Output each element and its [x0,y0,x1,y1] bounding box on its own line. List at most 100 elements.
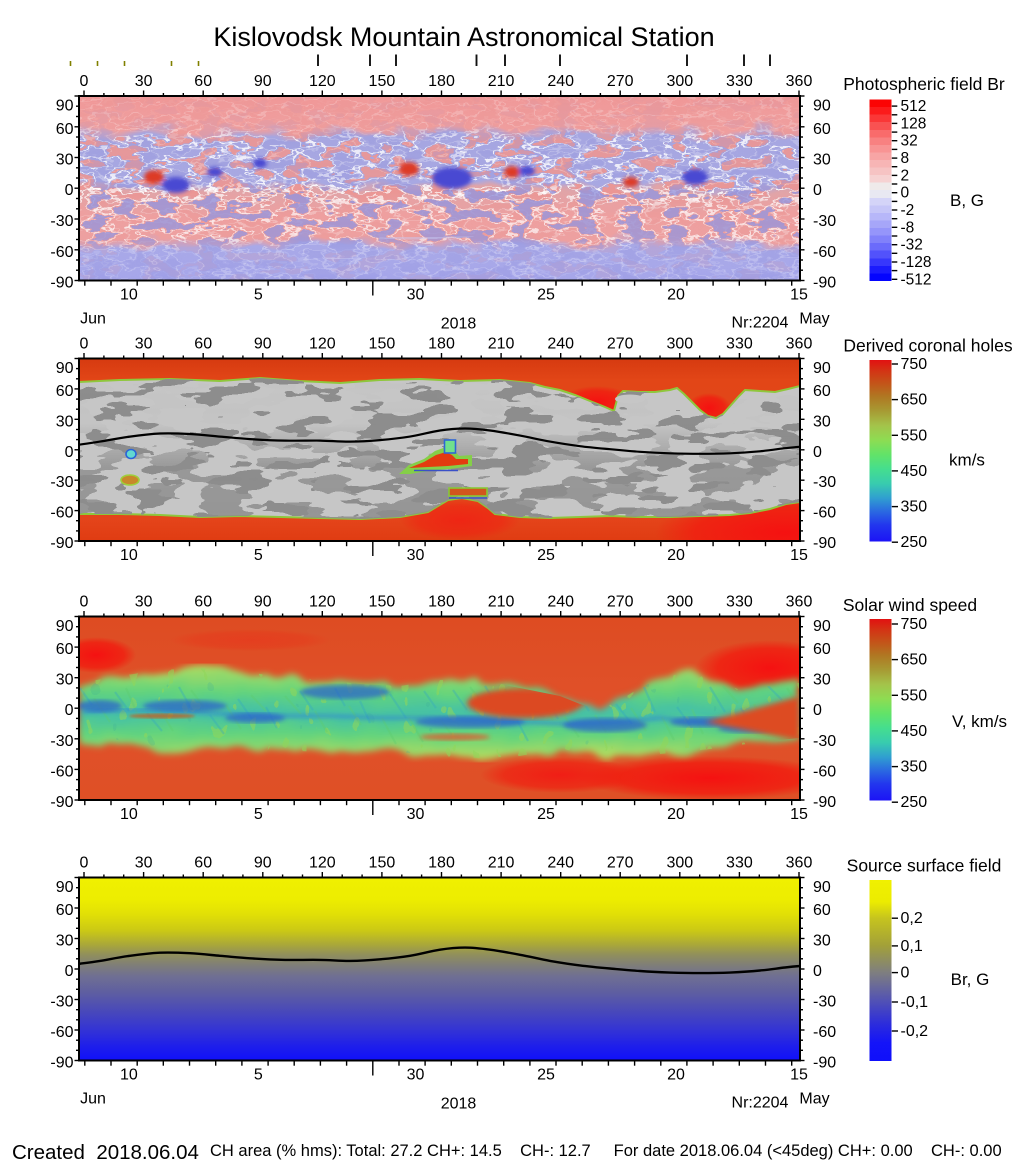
svg-text:5: 5 [254,286,263,303]
svg-text:20: 20 [667,1066,685,1083]
svg-text:5: 5 [254,806,263,823]
svg-text:60: 60 [813,902,831,919]
svg-text:360: 360 [786,73,813,90]
svg-text:90: 90 [813,879,831,896]
svg-text:-30: -30 [813,213,836,230]
svg-text:240: 240 [547,594,574,611]
svg-text:-30: -30 [50,733,73,750]
svg-text:-90: -90 [50,275,73,292]
svg-text:0: 0 [813,963,822,980]
svg-text:30: 30 [813,413,831,430]
svg-text:0: 0 [813,444,822,461]
svg-text:B, G: B, G [950,191,984,210]
svg-text:550: 550 [901,427,928,444]
svg-text:2018: 2018 [441,316,477,333]
svg-text:60: 60 [56,641,74,658]
svg-text:15: 15 [790,547,808,564]
svg-text:Source surface field: Source surface field [847,856,1002,876]
svg-text:Jun: Jun [80,1091,106,1108]
svg-text:330: 330 [726,594,753,611]
svg-text:-30: -30 [50,994,73,1011]
svg-text:20: 20 [667,806,685,823]
svg-text:180: 180 [428,855,455,872]
svg-text:-90: -90 [813,275,836,292]
svg-text:25: 25 [537,1066,555,1083]
svg-text:360: 360 [786,855,813,872]
svg-text:240: 240 [547,73,574,90]
svg-text:0: 0 [80,594,89,611]
svg-text:90: 90 [813,97,831,114]
svg-text:-30: -30 [813,994,836,1011]
svg-text:120: 120 [309,855,336,872]
svg-text:60: 60 [194,594,212,611]
svg-text:0: 0 [65,444,74,461]
svg-text:150: 150 [369,73,396,90]
svg-text:0: 0 [813,702,822,719]
svg-text:30: 30 [407,1066,425,1083]
svg-text:270: 270 [607,594,634,611]
svg-text:-30: -30 [50,213,73,230]
svg-text:Nr:2204: Nr:2204 [732,1095,789,1112]
svg-text:10: 10 [120,286,138,303]
svg-text:90: 90 [813,360,831,377]
svg-text:240: 240 [547,336,574,353]
svg-text:90: 90 [813,618,831,635]
svg-text:300: 300 [666,855,693,872]
svg-text:750: 750 [901,356,928,373]
svg-text:Nr:2204: Nr:2204 [732,315,789,332]
svg-text:60: 60 [194,336,212,353]
svg-text:10: 10 [120,806,138,823]
svg-text:20: 20 [667,547,685,564]
svg-text:30: 30 [135,855,153,872]
svg-text:Derived coronal holes: Derived coronal holes [843,336,1013,356]
svg-text:Kislovodsk Mountain Astronomic: Kislovodsk Mountain Astronomical Station [213,22,714,52]
svg-text:2018: 2018 [441,1096,477,1113]
svg-text:0: 0 [80,73,89,90]
svg-text:Br, G: Br, G [951,970,990,989]
svg-text:650: 650 [901,392,928,409]
svg-text:350: 350 [901,499,928,516]
svg-text:-60: -60 [50,1024,73,1041]
svg-text:650: 650 [901,652,928,669]
svg-text:0,1: 0,1 [901,938,923,955]
svg-text:210: 210 [488,336,515,353]
svg-text:10: 10 [120,547,138,564]
svg-text:60: 60 [194,73,212,90]
svg-text:-512: -512 [901,271,932,288]
svg-text:May: May [799,1091,829,1108]
svg-text:-90: -90 [813,1055,836,1072]
svg-text:90: 90 [254,594,272,611]
svg-text:90: 90 [254,73,272,90]
svg-text:8: 8 [901,150,910,167]
svg-text:V, km/s: V, km/s [952,712,1007,731]
svg-text:-60: -60 [813,505,836,522]
svg-text:30: 30 [56,152,74,169]
svg-text:-60: -60 [50,763,73,780]
svg-text:300: 300 [666,594,693,611]
svg-text:300: 300 [666,336,693,353]
svg-text:270: 270 [607,336,634,353]
svg-text:-32: -32 [901,237,923,254]
svg-text:750: 750 [901,616,928,633]
svg-text:CH area (% hms): Total: 27.2 C: CH area (% hms): Total: 27.2 CH+: 14.5 C… [210,1142,1002,1160]
svg-text:-0,2: -0,2 [901,1023,929,1040]
svg-text:-90: -90 [813,535,836,552]
svg-text:550: 550 [901,687,928,704]
svg-text:-90: -90 [50,535,73,552]
svg-text:270: 270 [607,73,634,90]
svg-text:5: 5 [254,1066,263,1083]
svg-text:5: 5 [254,547,263,564]
svg-text:90: 90 [56,879,74,896]
svg-text:32: 32 [901,133,918,150]
svg-text:250: 250 [901,794,928,811]
svg-text:-60: -60 [813,763,836,780]
svg-text:-90: -90 [50,1055,73,1072]
svg-text:-60: -60 [50,244,73,261]
svg-text:90: 90 [254,336,272,353]
svg-text:25: 25 [537,286,555,303]
svg-text:30: 30 [407,806,425,823]
svg-text:-60: -60 [50,505,73,522]
svg-text:30: 30 [135,73,153,90]
svg-text:450: 450 [901,463,928,480]
svg-text:30: 30 [56,933,74,950]
